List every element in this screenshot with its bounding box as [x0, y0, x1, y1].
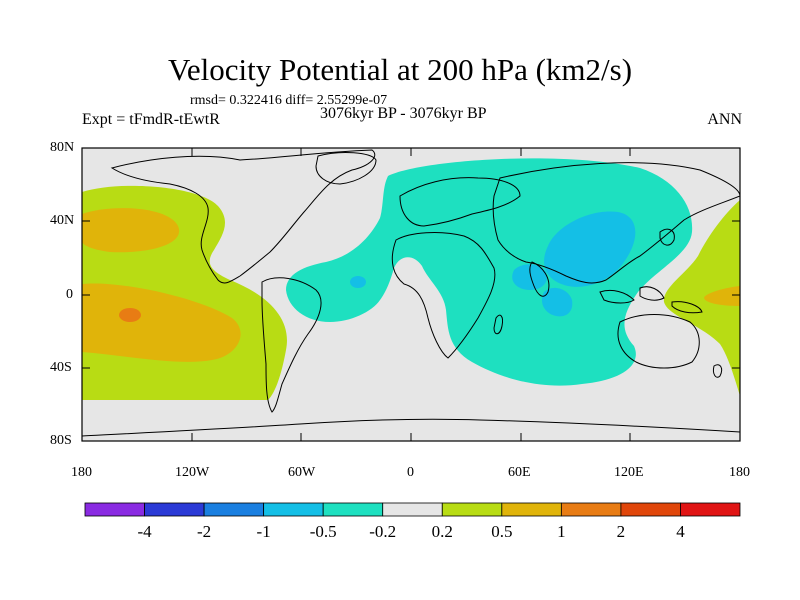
colorbar-label: 2 — [616, 522, 626, 541]
experiment-label: Expt = tFmdR-tEwtR — [82, 111, 220, 128]
colorbar-label: -4 — [137, 522, 152, 541]
lon-tick-marks — [81, 148, 741, 441]
coastlines — [82, 149, 740, 437]
colorbar-swatch — [263, 502, 324, 517]
colorbar-label: 4 — [676, 522, 685, 541]
lat-label-0: 0 — [66, 287, 73, 302]
west-pacific-maximum — [704, 286, 740, 306]
lon-label-180e: 180 — [729, 465, 750, 480]
lat-label-40n: 40N — [50, 213, 75, 228]
colorbar-label: 1 — [557, 522, 566, 541]
colorbar-swatch — [680, 502, 741, 517]
colorbar-label: 0.5 — [491, 522, 513, 541]
lon-label-120w: 120W — [175, 465, 210, 480]
indian-ocean-core — [541, 287, 573, 317]
lon-label-60w: 60W — [288, 465, 316, 480]
west-pacific-positive-region — [663, 200, 740, 396]
colorbar-label: -1 — [256, 522, 271, 541]
colorbar-label: -2 — [196, 522, 212, 541]
colorbar — [84, 502, 741, 517]
tropical-pacific-maximum — [82, 283, 241, 362]
lon-label-120e: 120E — [614, 465, 644, 480]
colorbar-swatch — [501, 502, 562, 517]
colorbar-label: -0.5 — [309, 522, 337, 541]
south-asia-core — [544, 211, 636, 287]
bay-of-bengal-core — [512, 264, 548, 290]
tropical-pacific-peak — [119, 308, 141, 322]
lat-label-80s: 80S — [50, 433, 72, 448]
lon-label-0: 0 — [407, 465, 414, 480]
contour-fields — [82, 149, 740, 437]
chart-title: Velocity Potential at 200 hPa (km2/s) — [167, 52, 633, 87]
colorbar-label: 0.2 — [431, 522, 453, 541]
colorbar-swatch — [560, 502, 622, 517]
colorbar-swatch — [382, 502, 443, 517]
season-label: ANN — [707, 111, 742, 128]
lon-label-60e: 60E — [508, 465, 531, 480]
lat-label-80n: 80N — [50, 140, 75, 155]
colorbar-swatch — [620, 502, 681, 517]
lat-tick-marks — [82, 147, 740, 442]
colorbar-label: -0.2 — [369, 522, 397, 541]
lon-label-180w: 180 — [71, 465, 92, 480]
atlantic-core — [350, 276, 366, 288]
lat-label-40s: 40S — [50, 360, 72, 375]
colorbar-swatch — [322, 502, 384, 517]
period-label: 3076kyr BP - 3076kyr BP — [320, 105, 487, 122]
colorbar-swatch — [441, 502, 503, 517]
colorbar-swatch — [144, 502, 205, 517]
stats-text: rmsd= 0.322416 diff= 2.55299e-07 — [190, 93, 388, 108]
north-pacific-maximum — [82, 208, 180, 253]
colorbar-swatch — [84, 502, 145, 517]
colorbar-swatch — [203, 502, 265, 517]
